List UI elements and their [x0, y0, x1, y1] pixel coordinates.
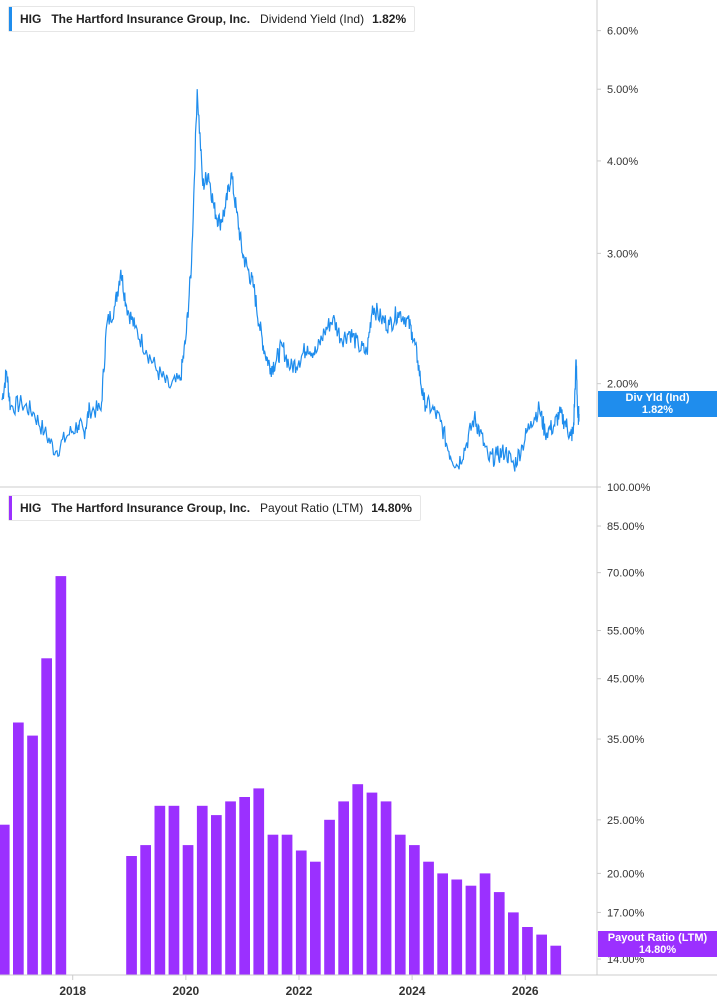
payout-ratio-bar — [338, 801, 349, 975]
y-tick-label: 55.00% — [607, 626, 645, 638]
series-color-swatch — [9, 7, 12, 31]
company-name: The Hartford Insurance Group, Inc. — [51, 12, 251, 26]
payout-ratio-bar — [493, 892, 505, 975]
metric-value: 14.80% — [371, 501, 412, 515]
dividend-yield-panel: 6.00% 5.00% 4.00% 3.00% 2.00% — [1, 26, 638, 472]
ticker-label: HIG — [20, 12, 42, 26]
ticker-label: HIG — [20, 501, 42, 515]
payout-ratio-bar — [182, 845, 194, 975]
payout-ratio-bar — [154, 805, 166, 975]
y-tick-label: 3.00% — [607, 248, 638, 260]
payout-ratio-bar — [55, 576, 67, 975]
tag-label: Payout Ratio (LTM) — [607, 932, 708, 944]
y-tick-label: 100.00% — [607, 482, 651, 494]
payout-ratio-bar — [196, 805, 208, 975]
payout-ratio-bar — [437, 873, 448, 975]
y-tick-label: 17.00% — [607, 907, 645, 919]
payout-ratio-bar — [168, 805, 180, 975]
payout-ratio-bar — [253, 788, 265, 975]
payout-ratio-bar — [550, 945, 562, 975]
metric-name: Payout Ratio (LTM) — [260, 501, 364, 515]
payout-ratio-panel: 100.00% 85.00% 70.00% 55.00% 45.00% 35.00% 25.… — [0, 482, 651, 998]
x-tick-label: 2018 — [59, 984, 86, 998]
dividend-yield-legend: HIG The Hartford Insurance Group, Inc. D… — [8, 6, 416, 32]
payout-ratio-bar — [239, 797, 250, 975]
tag-value: 1.82% — [641, 404, 674, 416]
y-tick-label: 70.00% — [607, 568, 645, 580]
payout-ratio-bar — [324, 819, 335, 975]
payout-ratio-bar — [140, 845, 151, 975]
payout-ratio-bar — [352, 784, 364, 975]
payout-ratio-bar — [225, 801, 236, 975]
payout-ratio-bar — [281, 834, 293, 975]
y-tick-label: 45.00% — [607, 674, 645, 686]
payout-ratio-bar — [409, 845, 420, 975]
payout-ratio-bar — [126, 856, 137, 975]
metric-value: 1.82% — [372, 12, 407, 26]
company-name: The Hartford Insurance Group, Inc. — [51, 501, 251, 515]
payout-ratio-bar — [267, 834, 279, 975]
y-tick-label: 14.00% — [607, 954, 645, 966]
dividend-yield-value-tag: Div Yld (Ind) 1.82% — [598, 391, 717, 417]
payout-ratio-bar — [27, 735, 38, 975]
y-tick-label: 85.00% — [607, 521, 645, 533]
y-tick-label: 6.00% — [607, 26, 638, 38]
dividend-yield-line — [1, 89, 580, 472]
payout-ratio-legend: HIG The Hartford Insurance Group, Inc. P… — [8, 495, 421, 521]
x-tick-label: 2026 — [512, 984, 539, 998]
payout-ratio-bar — [394, 834, 406, 975]
x-tick-label: 2024 — [399, 984, 426, 998]
payout-ratio-bar — [380, 801, 392, 975]
payout-ratio-bar — [366, 792, 378, 975]
payout-ratio-bar — [423, 861, 434, 975]
payout-ratio-bar — [508, 912, 519, 975]
series-color-swatch — [9, 496, 12, 520]
y-tick-label: 5.00% — [607, 84, 638, 96]
payout-ratio-bar — [310, 861, 321, 975]
payout-ratio-bar — [41, 658, 52, 975]
payout-ratio-bar — [295, 850, 307, 975]
y-tick-label: 25.00% — [607, 815, 645, 827]
y-tick-label: 2.00% — [607, 379, 638, 391]
x-tick-label: 2020 — [172, 984, 199, 998]
metric-name: Dividend Yield (Ind) — [260, 12, 365, 26]
payout-ratio-value-tag: Payout Ratio (LTM) 14.80% — [598, 931, 717, 957]
payout-ratio-bar — [465, 885, 477, 975]
payout-ratio-bar — [0, 824, 10, 975]
y-tick-label: 20.00% — [607, 868, 645, 880]
y-tick-label: 35.00% — [607, 734, 645, 746]
tag-value: 14.80% — [638, 944, 677, 956]
payout-ratio-bar — [451, 879, 463, 975]
payout-ratio-bar — [479, 873, 491, 975]
y-tick-label: 4.00% — [607, 156, 638, 168]
payout-ratio-bar — [13, 722, 24, 975]
x-tick-label: 2022 — [286, 984, 313, 998]
payout-ratio-bar — [211, 815, 222, 975]
payout-ratio-bar — [536, 934, 547, 975]
tag-label: Div Yld (Ind) — [625, 392, 690, 404]
payout-ratio-bar — [522, 927, 533, 975]
